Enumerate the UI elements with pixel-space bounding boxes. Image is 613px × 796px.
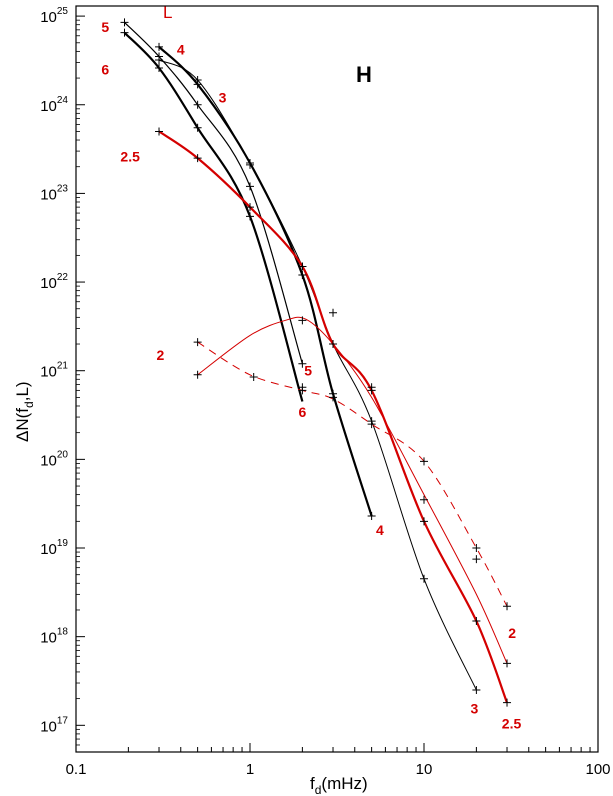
y-tick-label: 1019 xyxy=(40,538,68,558)
data-point-marker xyxy=(367,511,376,520)
data-point-marker xyxy=(472,686,481,695)
data-point-marker xyxy=(298,262,307,271)
x-tick-label: 1 xyxy=(246,761,254,778)
data-point-marker xyxy=(329,340,338,349)
x-tick-label: 100 xyxy=(585,761,610,778)
data-point-marker xyxy=(503,602,512,611)
y-tick-label: 1024 xyxy=(40,95,68,115)
curve-labels: 6 5 4 3 2.5 2 2 5 6 4 3 2.5 xyxy=(101,19,521,731)
curve-label-6: 6 xyxy=(101,61,109,77)
series-line-2--dashed- xyxy=(197,341,508,607)
series-line-2.5 xyxy=(158,130,509,704)
data-point-marker xyxy=(503,698,512,707)
data-point-marker xyxy=(420,574,428,583)
y-tick-label: 1023 xyxy=(40,183,68,203)
data-point-marker xyxy=(246,203,254,212)
y-tick-label: 1021 xyxy=(40,361,68,381)
data-point-marker xyxy=(193,100,202,109)
series-line-3 xyxy=(158,59,477,691)
data-point-marker xyxy=(298,271,307,280)
y-tick-label: 1025 xyxy=(40,6,68,26)
curve-label-2: 2 xyxy=(508,625,516,641)
curve-label-2.5: 2.5 xyxy=(120,149,140,165)
data-point-marker xyxy=(246,212,254,221)
param-header: L xyxy=(163,3,172,22)
data-point-marker xyxy=(298,316,307,325)
data-point-marker xyxy=(367,420,376,429)
data-point-marker xyxy=(193,123,202,132)
curve-end-label: 4 xyxy=(376,522,384,538)
y-tick-base: 10 xyxy=(40,98,57,115)
data-point-marker xyxy=(120,18,129,27)
y-tick-exponent: 23 xyxy=(57,183,69,194)
curve-label-3: 3 xyxy=(219,90,227,106)
data-point-marker xyxy=(246,160,254,169)
data-point-marker xyxy=(420,457,428,466)
data-point-marker xyxy=(367,386,376,395)
data-point-marker xyxy=(155,63,164,72)
y-tick-base: 10 xyxy=(40,541,57,558)
data-point-marker xyxy=(420,517,428,526)
y-tick-exponent: 24 xyxy=(57,95,69,106)
data-point-marker xyxy=(472,544,481,553)
data-point-marker xyxy=(472,555,481,564)
y-tick-base: 10 xyxy=(40,452,57,469)
x-axis-title: fd(mHz) xyxy=(310,774,368,796)
y-tick-label: 1022 xyxy=(40,272,68,292)
y-tick-base: 10 xyxy=(40,186,57,203)
y-axis-title: ΔN(fd,L) xyxy=(13,381,36,442)
data-point-marker xyxy=(120,28,129,37)
x-tick-label: 10 xyxy=(416,761,433,778)
y-tick-base: 10 xyxy=(40,630,57,647)
data-point-marker xyxy=(472,617,481,626)
y-tick-base: 10 xyxy=(40,718,57,735)
data-point-marker xyxy=(193,370,202,379)
y-tick-label: 1017 xyxy=(40,715,68,735)
curve-end-label: 3 xyxy=(470,700,478,716)
plot-frame xyxy=(75,5,599,753)
y-tick-exponent: 18 xyxy=(57,627,69,638)
y-tick-base: 10 xyxy=(40,364,57,381)
data-point-marker xyxy=(249,372,258,381)
y-tick-exponent: 21 xyxy=(57,361,69,372)
panel-label: H xyxy=(356,62,372,87)
curve-end-label: 6 xyxy=(299,404,307,420)
data-point-marker xyxy=(329,393,338,402)
data-point-marker xyxy=(193,154,202,163)
series-line-5 xyxy=(124,21,303,364)
y-tick-exponent: 19 xyxy=(57,538,69,549)
data-point-marker xyxy=(155,42,164,51)
y-tick-exponent: 20 xyxy=(57,449,69,460)
data-point-marker xyxy=(193,76,202,85)
curves xyxy=(123,21,509,704)
data-point-marker xyxy=(503,659,512,668)
data-markers xyxy=(120,18,512,707)
series-line-2--solid- xyxy=(197,316,508,664)
curve-end-label: 5 xyxy=(304,363,312,379)
data-point-marker xyxy=(246,182,254,191)
axis-ticks: 0.1 1 10 1001017101810191020102110221023102… xyxy=(40,6,610,778)
y-tick-label: 1018 xyxy=(40,627,68,647)
data-point-marker xyxy=(155,127,164,136)
data-point-marker xyxy=(420,495,428,504)
curve-end-label: 2.5 xyxy=(502,715,522,731)
data-point-marker xyxy=(329,308,338,317)
x-tick-label: 0.1 xyxy=(66,761,87,778)
curve-label-5: 5 xyxy=(101,19,109,35)
curve-label-4: 4 xyxy=(177,42,185,58)
curve-label-2: 2 xyxy=(156,347,164,363)
data-point-marker xyxy=(193,338,202,347)
y-tick-exponent: 25 xyxy=(57,6,69,17)
y-tick-base: 10 xyxy=(40,9,57,26)
data-point-marker xyxy=(155,55,164,64)
series-line-6 xyxy=(123,31,304,402)
y-tick-exponent: 22 xyxy=(57,272,69,283)
data-point-marker xyxy=(298,386,307,395)
y-tick-base: 10 xyxy=(40,275,57,292)
y-tick-exponent: 17 xyxy=(57,715,69,726)
data-point-marker xyxy=(298,359,307,368)
y-tick-label: 1020 xyxy=(40,449,68,469)
